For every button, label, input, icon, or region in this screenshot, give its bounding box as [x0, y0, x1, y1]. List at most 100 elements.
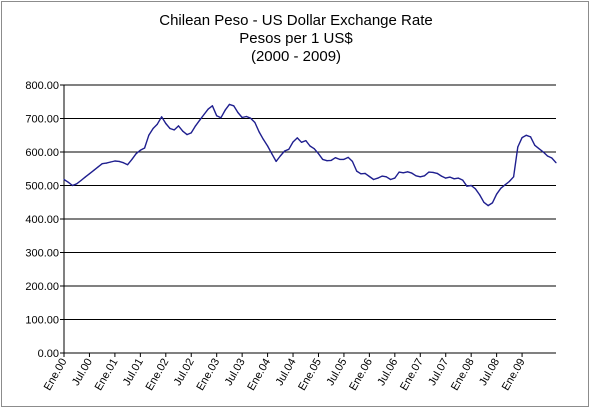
data-point	[271, 153, 273, 155]
x-tick-label: Jul.07	[426, 357, 451, 388]
y-tick-label: 800.00	[25, 80, 59, 92]
data-point	[300, 141, 303, 143]
data-point	[521, 137, 523, 139]
data-point	[127, 164, 129, 166]
y-tick-label: 600.00	[25, 147, 59, 159]
x-tick-label: Jul.06	[375, 357, 400, 388]
data-point	[148, 134, 150, 136]
data-point	[436, 172, 438, 174]
data-point	[373, 178, 375, 181]
data-point	[161, 116, 163, 118]
y-tick-label: 500.00	[25, 181, 59, 193]
data-point	[122, 162, 124, 164]
data-point	[190, 132, 192, 134]
data-point	[258, 131, 260, 133]
data-point	[156, 123, 158, 125]
x-tick-label: Ene.07	[398, 357, 426, 393]
data-point	[279, 155, 281, 157]
data-point	[423, 175, 426, 177]
data-point	[339, 158, 341, 160]
y-tick-label: 400.00	[25, 214, 59, 226]
data-point	[542, 151, 544, 153]
data-point	[419, 176, 421, 178]
data-point	[466, 185, 468, 187]
data-point	[207, 108, 209, 110]
data-point	[462, 179, 464, 181]
exchange-rate-series-line	[63, 103, 557, 207]
y-tick-label: 700.00	[25, 114, 59, 126]
data-point	[288, 148, 290, 150]
data-point	[347, 156, 349, 158]
data-point	[292, 141, 294, 143]
data-point	[474, 188, 476, 190]
data-point	[139, 149, 141, 151]
data-point	[309, 145, 311, 147]
x-tick-label: Ene.06	[347, 357, 375, 393]
data-point	[118, 160, 120, 162]
data-point	[428, 171, 430, 173]
data-point	[203, 113, 205, 116]
data-point	[110, 161, 112, 163]
data-point	[245, 115, 247, 118]
data-point	[131, 158, 133, 160]
data-point	[211, 105, 213, 107]
data-point	[177, 125, 180, 127]
data-point	[330, 159, 332, 161]
data-point	[317, 153, 320, 155]
data-point	[432, 171, 434, 173]
data-point	[169, 127, 171, 130]
chart-title-line-1: Chilean Peso - US Dollar Exchange Rate	[159, 12, 432, 29]
data-point	[254, 121, 256, 124]
data-point	[551, 157, 553, 159]
data-point	[275, 160, 277, 162]
data-point	[80, 179, 82, 182]
data-point	[402, 172, 404, 174]
x-tick-label: Ene.05	[296, 357, 324, 393]
data-point	[407, 171, 409, 173]
data-point	[97, 166, 99, 168]
x-tick-label: Ene.09	[500, 357, 528, 393]
data-point	[267, 145, 269, 147]
data-point	[284, 150, 286, 152]
data-point	[173, 129, 175, 131]
data-point	[385, 176, 387, 178]
data-point	[517, 146, 519, 148]
data-point	[101, 163, 103, 165]
data-point	[313, 148, 315, 150]
data-point	[216, 115, 218, 117]
data-point	[377, 177, 379, 179]
data-point	[224, 109, 226, 111]
data-point	[394, 177, 396, 179]
x-tick-label: Jul.05	[324, 357, 349, 388]
data-point	[322, 158, 324, 160]
data-point	[262, 138, 264, 140]
data-point	[199, 119, 201, 121]
data-point	[144, 147, 146, 149]
x-tick-label: Jul.04	[274, 357, 299, 388]
x-tick-label: Jul.01	[121, 357, 146, 388]
data-point	[114, 160, 116, 162]
data-point	[237, 111, 239, 114]
x-tick-label: Jul.00	[70, 357, 95, 388]
data-point	[525, 134, 527, 136]
data-point	[449, 176, 451, 178]
data-point	[63, 178, 65, 181]
data-point	[546, 155, 549, 157]
x-tick-label: Ene.04	[245, 357, 273, 393]
data-point	[508, 180, 510, 183]
chart-title-line-2: Pesos per 1 US$	[239, 30, 353, 47]
data-point	[105, 162, 107, 164]
y-tick-label: 200.00	[25, 281, 59, 293]
data-point	[228, 103, 230, 105]
data-point	[470, 184, 472, 187]
data-point	[496, 193, 498, 195]
data-point	[453, 178, 455, 180]
x-tick-label: Ene.03	[194, 357, 222, 393]
data-point	[534, 144, 536, 146]
data-point	[220, 117, 222, 119]
data-point	[305, 140, 307, 142]
data-point	[415, 175, 417, 177]
data-point	[368, 175, 370, 178]
data-point	[440, 175, 443, 177]
data-point	[411, 172, 413, 174]
